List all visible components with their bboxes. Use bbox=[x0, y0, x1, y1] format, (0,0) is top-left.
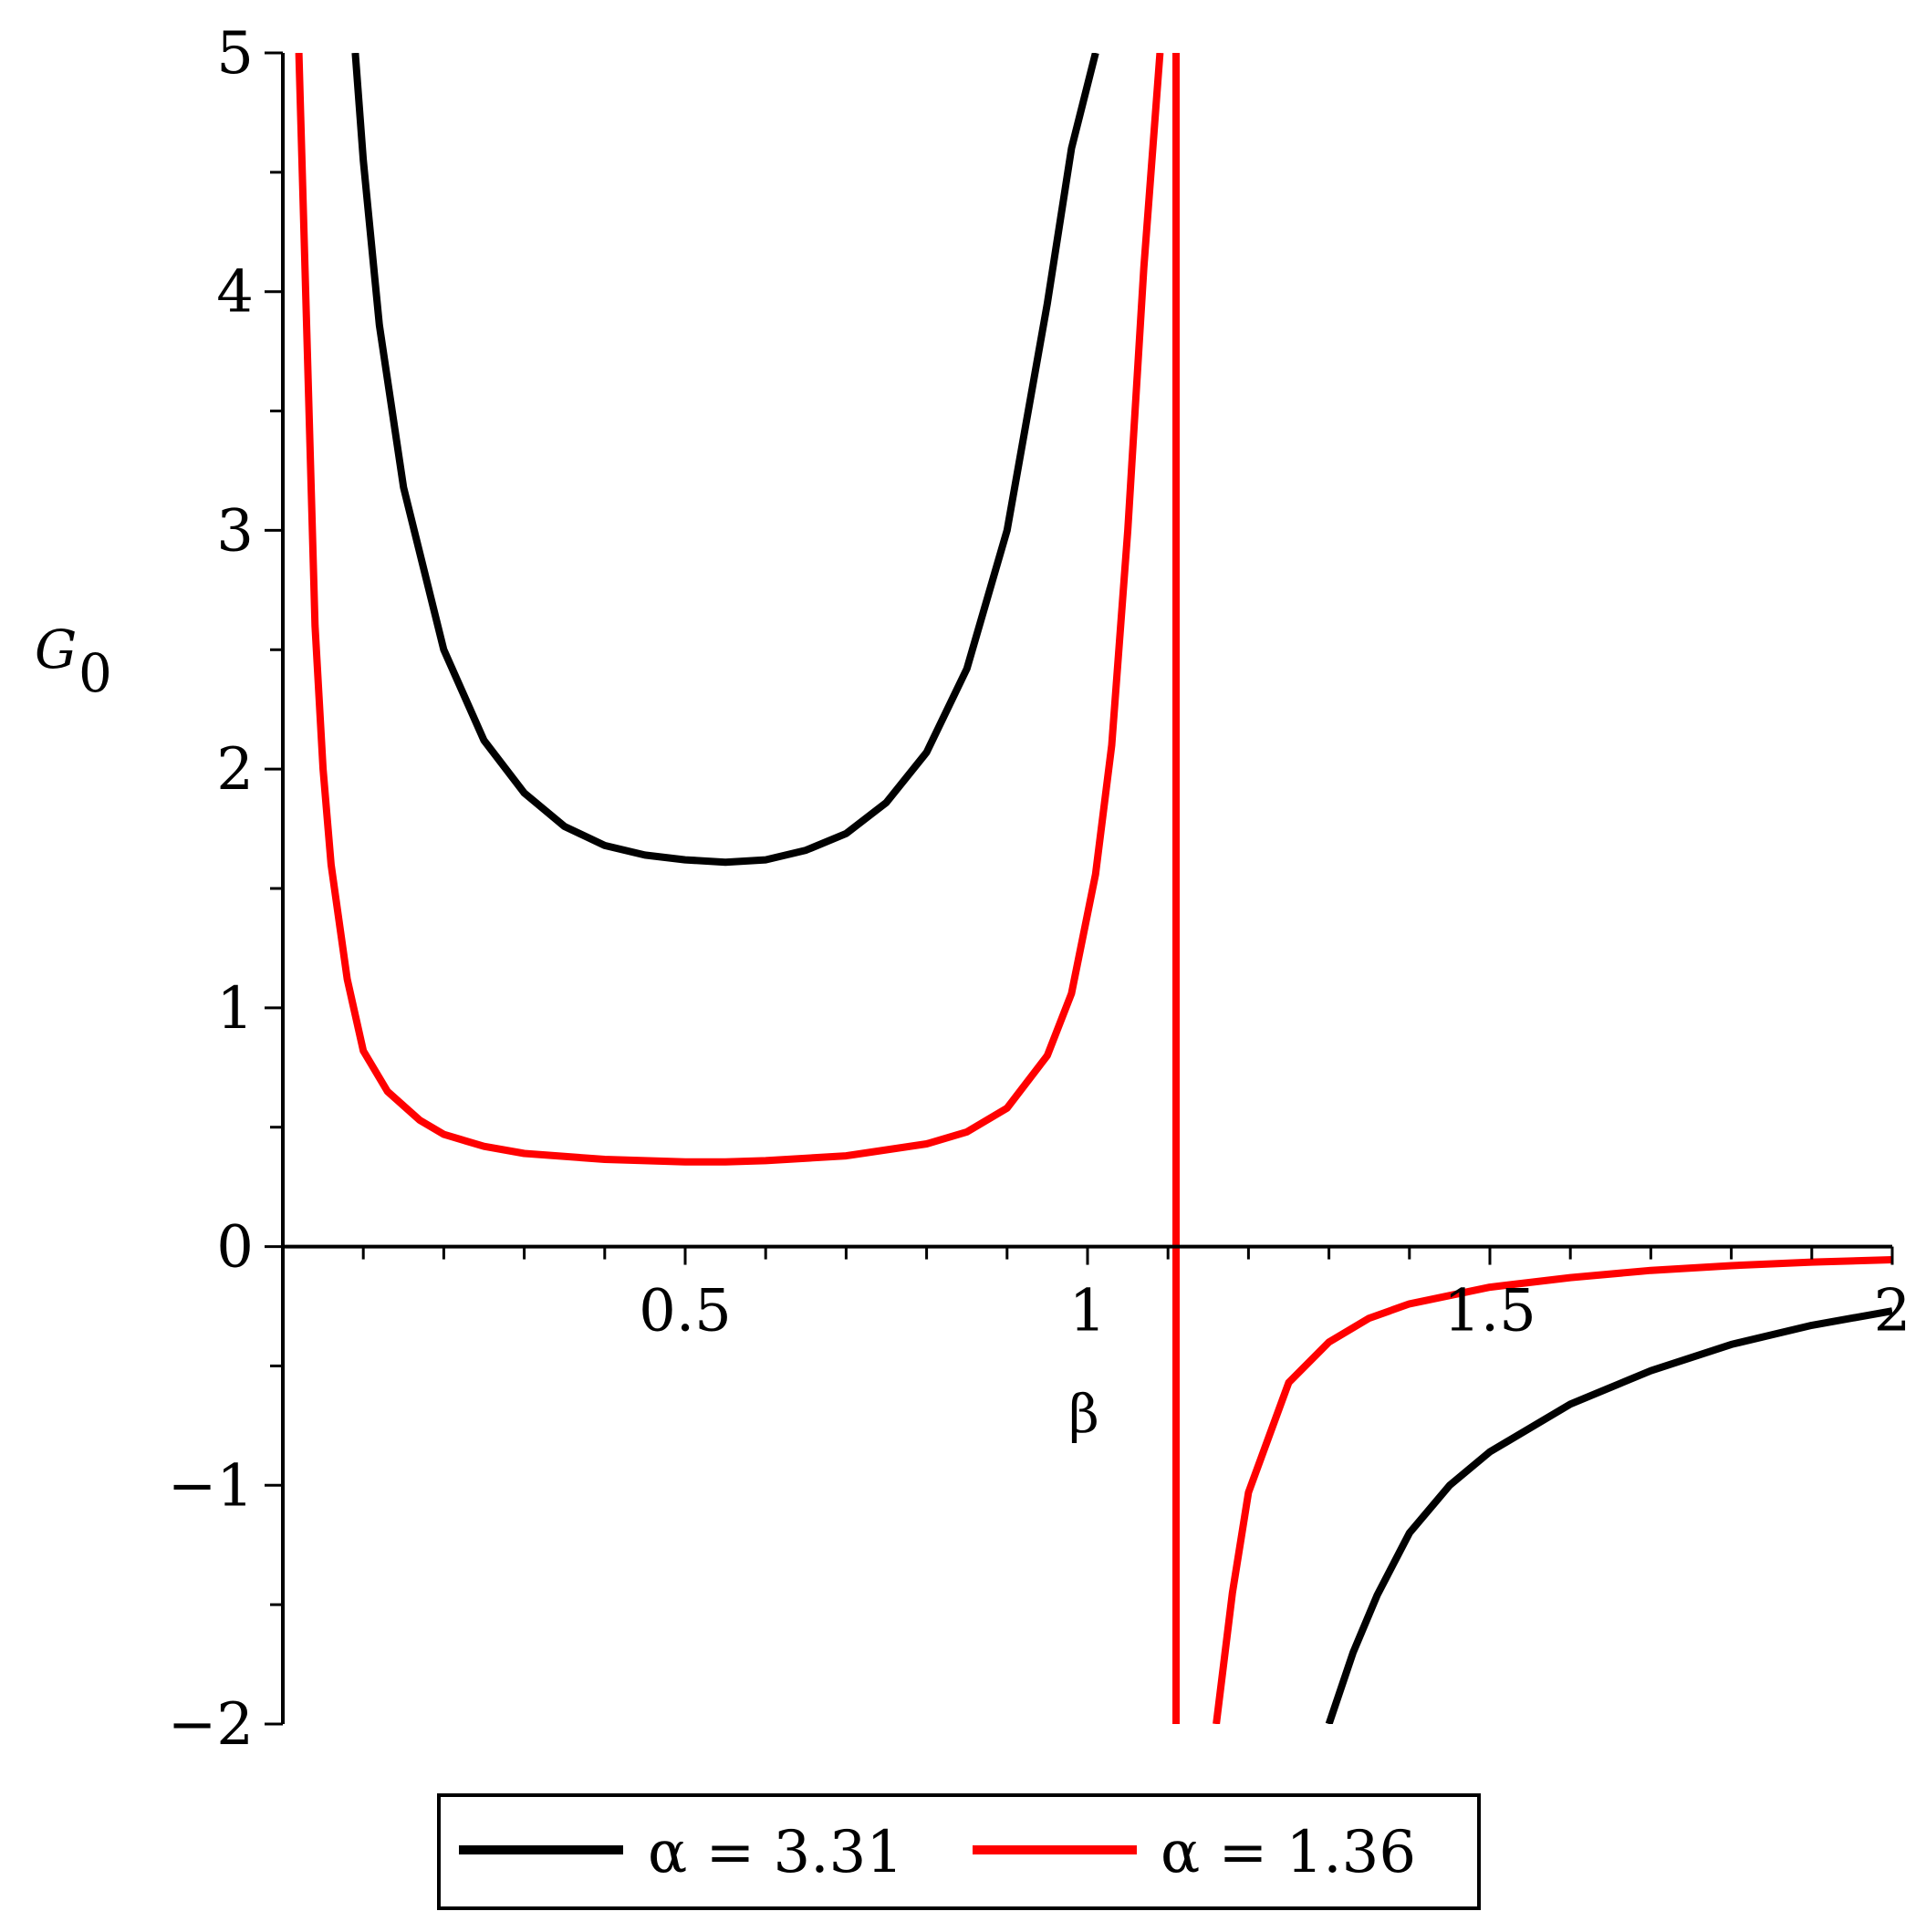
series-1-segment-1 bbox=[1213, 1256, 1892, 1724]
legend-entry-alpha-3.31: α = 3.31 bbox=[648, 1819, 903, 1886]
y-tick-label: 2 bbox=[216, 736, 254, 804]
y-tick-label: 0 bbox=[216, 1214, 254, 1282]
y-axis-label-subscript: 0 bbox=[78, 642, 112, 704]
plot-curves bbox=[295, 53, 1892, 1724]
legend-entry-alpha-1.36: α = 1.36 bbox=[1161, 1819, 1416, 1886]
x-tick-label: 0.5 bbox=[639, 1278, 732, 1345]
y-tick-label: 3 bbox=[216, 497, 254, 565]
series-1-segment-0 bbox=[295, 53, 1164, 1166]
y-tick-label: −2 bbox=[168, 1691, 254, 1759]
y-axis-label: G 0 bbox=[35, 618, 112, 704]
y-tick-label: 4 bbox=[216, 259, 254, 327]
ticks: 0.5 1 1.5 2 −2 −1 0 1 2 3 4 5 bbox=[168, 20, 1911, 1759]
x-tick-label: 1.5 bbox=[1443, 1278, 1536, 1345]
y-axis-label-main: G bbox=[35, 618, 77, 680]
y-tick-label: 5 bbox=[216, 20, 254, 88]
y-tick-label: −1 bbox=[168, 1452, 254, 1520]
x-tick-label: 1 bbox=[1069, 1278, 1107, 1345]
legend: α = 3.31 α = 1.36 bbox=[437, 1793, 1481, 1910]
y-tick-label: 1 bbox=[216, 975, 254, 1043]
x-tick-label: 2 bbox=[1874, 1278, 1911, 1345]
series-0-segment-0 bbox=[351, 53, 1099, 867]
x-axis-label: β bbox=[1068, 1383, 1099, 1445]
axes bbox=[281, 53, 1892, 1724]
series-0-segment-1 bbox=[1325, 1307, 1892, 1724]
